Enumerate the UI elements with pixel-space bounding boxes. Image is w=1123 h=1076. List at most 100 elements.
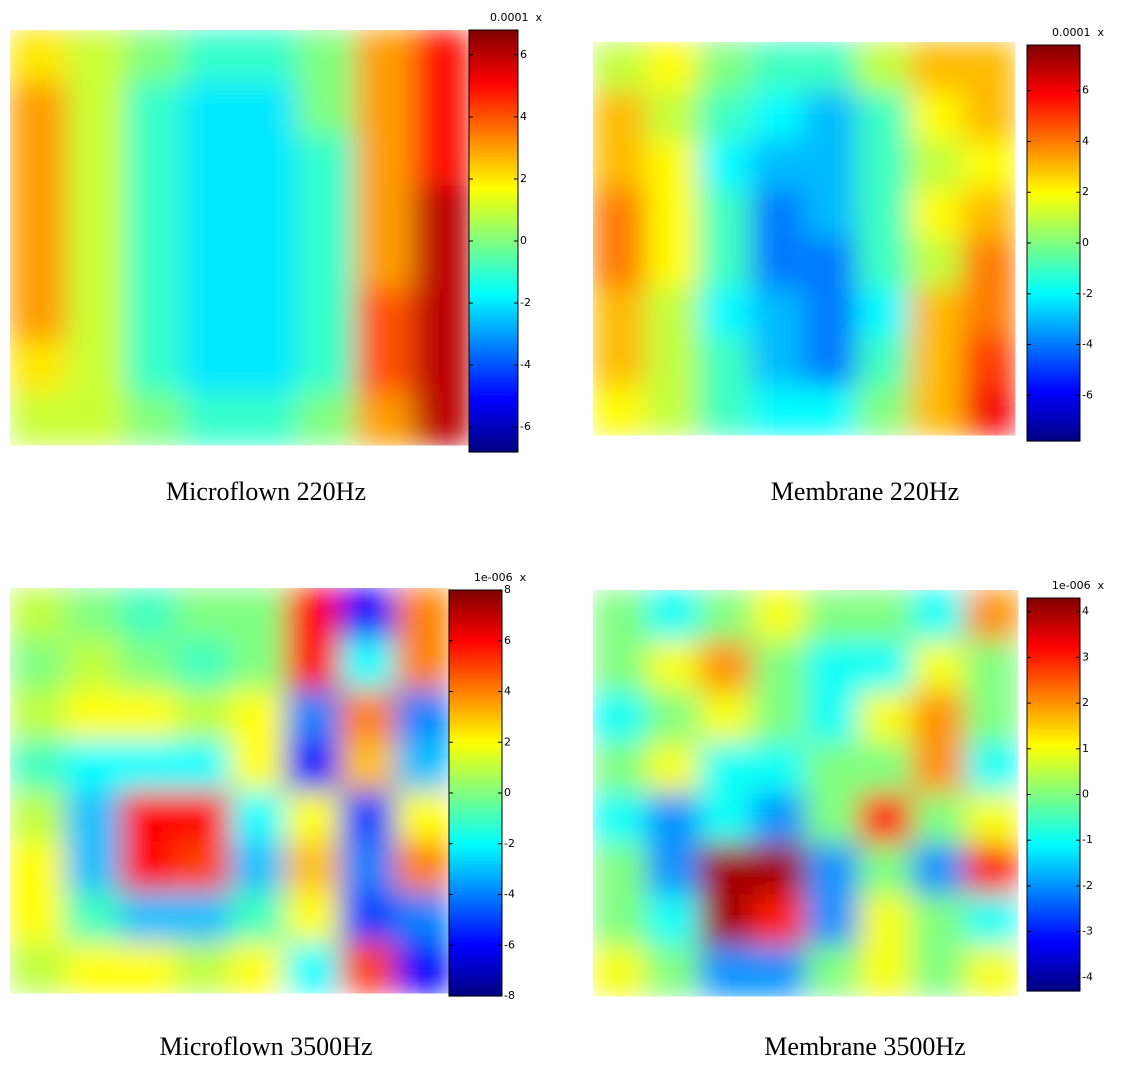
cell: [751, 189, 804, 239]
cell: [340, 942, 396, 993]
colorbar-band: [469, 441, 518, 445]
cell: [965, 641, 1019, 692]
cell: [355, 30, 413, 82]
cell: [962, 337, 1015, 387]
cell: [646, 945, 700, 996]
colorbar-band: [469, 403, 518, 407]
cell: [965, 945, 1019, 996]
colorbar-band: [469, 128, 518, 132]
cell: [340, 740, 396, 791]
cell: [962, 239, 1015, 289]
cell: [910, 42, 963, 92]
colorbar-band: [469, 304, 518, 308]
cell: [10, 740, 66, 791]
colorbar-band: [469, 121, 518, 125]
cell: [125, 393, 183, 445]
cell: [68, 82, 126, 134]
tick-label: 2: [1082, 185, 1089, 198]
tick-label: -2: [520, 296, 531, 309]
cell: [593, 793, 647, 844]
colorbar-band: [469, 164, 518, 168]
cell: [962, 288, 1015, 338]
cell: [699, 288, 752, 338]
cell: [298, 186, 356, 238]
cell: [65, 588, 121, 639]
cell: [804, 337, 857, 387]
cell: [752, 844, 806, 895]
caption: Microflown 3500Hz: [159, 1032, 372, 1061]
cell: [804, 91, 857, 141]
cell: [699, 140, 752, 190]
colorbar: -4-3-2-101234: [1027, 598, 1093, 992]
cell: [240, 186, 298, 238]
tick-label: 0: [1082, 236, 1089, 249]
tick-label: 4: [1082, 134, 1089, 147]
cell: [857, 140, 910, 190]
cell: [120, 689, 176, 740]
cell: [230, 689, 286, 740]
cell: [230, 740, 286, 791]
cell: [910, 140, 963, 190]
tick-label: 8: [504, 583, 511, 596]
cell: [646, 590, 700, 641]
cell: [859, 590, 913, 641]
colorbar-band: [469, 259, 518, 263]
cell: [183, 30, 241, 82]
colorbar-band: [469, 83, 518, 87]
scale-label: 1e-006 x: [474, 571, 527, 584]
colorbar-band: [469, 185, 518, 189]
cell: [859, 641, 913, 692]
colorbar-band: [469, 424, 518, 428]
colorbar-band: [469, 290, 518, 294]
cell: [806, 945, 860, 996]
cell: [285, 740, 341, 791]
cell: [912, 793, 966, 844]
cell: [804, 239, 857, 289]
cell: [751, 91, 804, 141]
tick-label: 0: [504, 786, 511, 799]
figure: -6-4-202460.0001 xMicroflown 220Hz-6-4-2…: [0, 0, 1123, 1076]
cell: [593, 337, 646, 387]
cell: [183, 186, 241, 238]
cell: [10, 134, 68, 186]
cell: [10, 791, 66, 842]
cell: [10, 689, 66, 740]
cell: [699, 844, 753, 895]
cell: [230, 588, 286, 639]
cell: [68, 289, 126, 341]
colorbar-band: [469, 301, 518, 305]
colorbar-band: [469, 107, 518, 111]
colorbar-band: [469, 431, 518, 435]
cell: [752, 895, 806, 946]
cell: [285, 942, 341, 993]
cell: [806, 692, 860, 743]
colorbar-band: [469, 269, 518, 273]
cell: [699, 692, 753, 743]
colorbar-band: [469, 315, 518, 319]
colorbar-band: [469, 30, 518, 34]
colorbar-band: [469, 72, 518, 76]
cell: [395, 791, 451, 842]
cell: [230, 892, 286, 943]
cell: [395, 892, 451, 943]
colorbar-band: [469, 248, 518, 252]
colorbar-band: [469, 375, 518, 379]
colorbar-band: [469, 153, 518, 157]
cell: [806, 590, 860, 641]
cell: [395, 689, 451, 740]
colorbar-band: [469, 146, 518, 150]
cell: [125, 238, 183, 290]
tick-label: 2: [520, 172, 527, 185]
cell: [593, 692, 647, 743]
colorbar-band: [469, 136, 518, 140]
colorbar-band: [469, 434, 518, 438]
cell: [859, 945, 913, 996]
cell: [699, 590, 753, 641]
cell: [859, 895, 913, 946]
cell: [175, 892, 231, 943]
cell: [175, 942, 231, 993]
tick-label: 4: [520, 110, 527, 123]
cell: [10, 393, 68, 445]
cell: [120, 841, 176, 892]
colorbar-band: [469, 252, 518, 256]
